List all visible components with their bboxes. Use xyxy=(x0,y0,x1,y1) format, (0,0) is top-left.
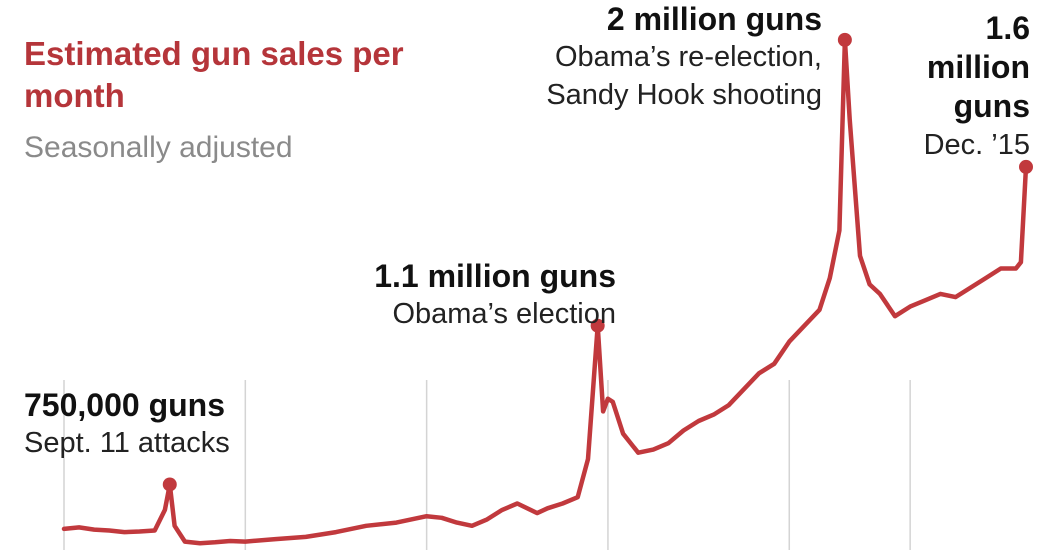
peak-marker-a2015 xyxy=(1019,159,1033,174)
annotation-event-line-2: Sandy Hook shooting xyxy=(546,79,822,111)
annotation-amount: 1.1 million guns xyxy=(374,258,616,294)
line-series xyxy=(61,37,1029,546)
annotation-dec-2015: 1.6 million guns Dec. ’15 xyxy=(920,9,1030,164)
annotation-reelection-sandy-hook: 2 million guns Obama’s re-election, Sand… xyxy=(546,0,822,114)
annotation-amount: 1.6 million guns xyxy=(926,10,1030,124)
gridlines xyxy=(63,380,911,550)
annotation-obama-election: 1.1 million guns Obama’s election xyxy=(374,257,616,333)
peak-markers xyxy=(162,32,1033,492)
annotation-event-line-1: Obama’s re-election, xyxy=(554,41,822,73)
peak-marker-a2012 xyxy=(837,32,852,47)
annotation-amount: 750,000 guns xyxy=(24,387,225,423)
annotation-event: Obama’s election xyxy=(392,298,616,330)
annotation-event: Sept. 11 attacks xyxy=(24,427,230,459)
annotation-event: Dec. ’15 xyxy=(923,129,1030,161)
annotation-sept-11: 750,000 guns Sept. 11 attacks xyxy=(24,386,230,462)
series-line-gun-sales xyxy=(61,37,1029,546)
peak-marker-a2008 xyxy=(590,318,605,333)
annotation-amount: 2 million guns xyxy=(606,1,822,37)
peak-marker-a2001 xyxy=(162,477,177,492)
chart-title: Estimated gun sales per month xyxy=(24,35,404,114)
chart-subtitle: Seasonally adjusted xyxy=(24,131,293,164)
